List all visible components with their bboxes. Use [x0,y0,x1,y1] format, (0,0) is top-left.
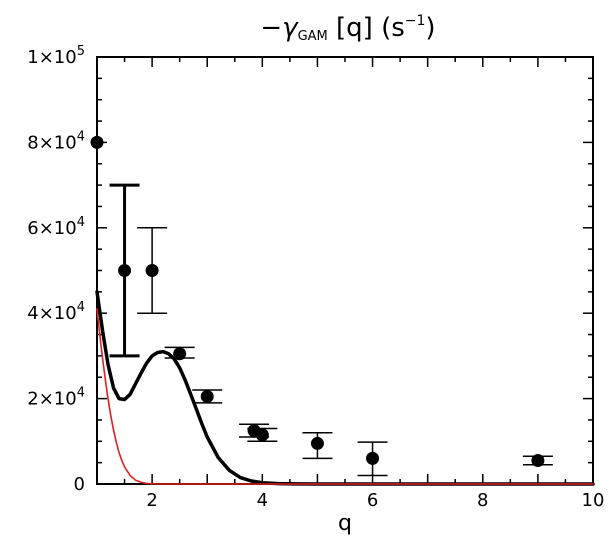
model-curve-black [95,290,595,486]
data-point [200,389,214,403]
model-curve-red [96,308,594,485]
y-tick-label: 1×105 [27,44,85,68]
data-point [531,454,545,468]
curve-series [95,290,595,486]
data-point [173,347,187,361]
y-tick-label: 6×104 [27,215,85,239]
data-point [310,436,324,450]
plot-frame [96,56,594,485]
y-tick-labels: 0 2×104 4×104 6×104 8×104 1×105 [27,44,85,495]
x-axis-title: q [338,511,352,536]
x-tick-label: 4 [257,490,268,511]
y-tick-label: 4×104 [27,300,85,324]
data-point [118,264,132,277]
x-tick-label: 2 [146,490,157,511]
data-point [366,451,380,465]
error-bars [109,183,553,477]
x-tick-labels: 2 4 6 8 10 [146,490,604,511]
data-point [90,135,104,149]
y-tick-label: 2×104 [27,386,85,410]
axis-ticks [96,56,594,485]
x-tick-label: 10 [582,490,605,511]
chart-title: −γGAM [q] (s−1) [260,13,435,44]
data-points [90,135,545,468]
data-point [255,428,269,442]
y-tick-label: 8×104 [27,129,85,153]
y-tick-label: 0 [74,474,85,495]
x-tick-label: 8 [477,490,488,511]
chart-title-text: −γGAM [q] (s−1) [260,13,435,44]
x-tick-label: 6 [367,490,378,511]
data-point [145,264,159,277]
